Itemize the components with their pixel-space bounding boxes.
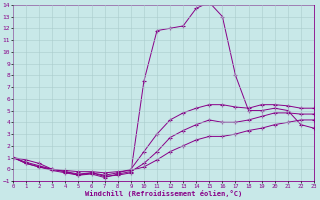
X-axis label: Windchill (Refroidissement éolien,°C): Windchill (Refroidissement éolien,°C)	[85, 190, 242, 197]
